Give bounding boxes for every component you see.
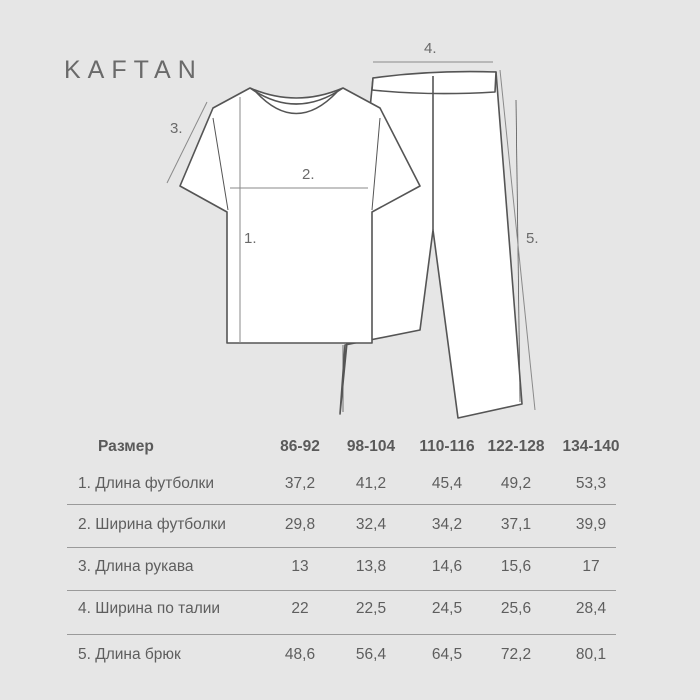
table-cell: 13,8: [355, 558, 387, 575]
table-cell: 22: [291, 600, 309, 617]
table-row-label: 5. Длина брюк: [78, 646, 181, 663]
table-cell: 37,2: [284, 475, 316, 492]
table-cell: 45,4: [431, 475, 463, 492]
table-cell: 24,5: [431, 600, 463, 617]
size-col: 134-140: [562, 438, 620, 455]
measurement-lines: [166, 61, 536, 411]
row-divider: [67, 504, 616, 505]
table-cell: 34,2: [431, 516, 463, 533]
table-cell: 49,2: [500, 475, 532, 492]
row-divider: [67, 634, 616, 635]
table-cell: 29,8: [284, 516, 316, 533]
table-row-label: 3. Длина рукава: [78, 558, 194, 575]
table-cell: 13: [291, 558, 309, 575]
table-cell: 39,9: [575, 516, 607, 533]
table-cell: 32,4: [355, 516, 387, 533]
table-cell: 72,2: [500, 646, 532, 663]
measure-label-5: 5.: [526, 230, 539, 247]
table-cell: 28,4: [575, 600, 607, 617]
size-col: 122-128: [487, 438, 545, 455]
table-cell: 48,6: [284, 646, 316, 663]
size-col: 98-104: [346, 438, 396, 455]
table-cell: 25,6: [500, 600, 532, 617]
table-cell: 22,5: [355, 600, 387, 617]
size-col: 86-92: [280, 438, 320, 455]
table-cell: 15,6: [500, 558, 532, 575]
measure-label-1: 1.: [244, 230, 257, 247]
table-cell: 56,4: [355, 646, 387, 663]
measure-label-4: 4.: [424, 40, 437, 57]
table-row-label: 4. Ширина по талии: [78, 600, 221, 617]
row-divider: [67, 590, 616, 591]
size-col: 110-116: [419, 438, 475, 455]
brand-logo: KAFTAN: [64, 56, 203, 84]
table-row-label: 2. Ширина футболки: [78, 516, 226, 533]
measure-label-3: 3.: [170, 120, 183, 137]
table-cell: 53,3: [575, 475, 607, 492]
table-cell: 80,1: [575, 646, 607, 663]
table-cell: 17: [582, 558, 600, 575]
row-divider: [67, 547, 616, 548]
table-cell: 64,5: [431, 646, 463, 663]
table-cell: 37,1: [500, 516, 532, 533]
table-row-label: 1. Длина футболки: [78, 475, 214, 492]
table-cell: 14,6: [431, 558, 463, 575]
size-header: Размер: [98, 438, 154, 455]
table-cell: 41,2: [355, 475, 387, 492]
measure-label-2: 2.: [302, 166, 315, 183]
